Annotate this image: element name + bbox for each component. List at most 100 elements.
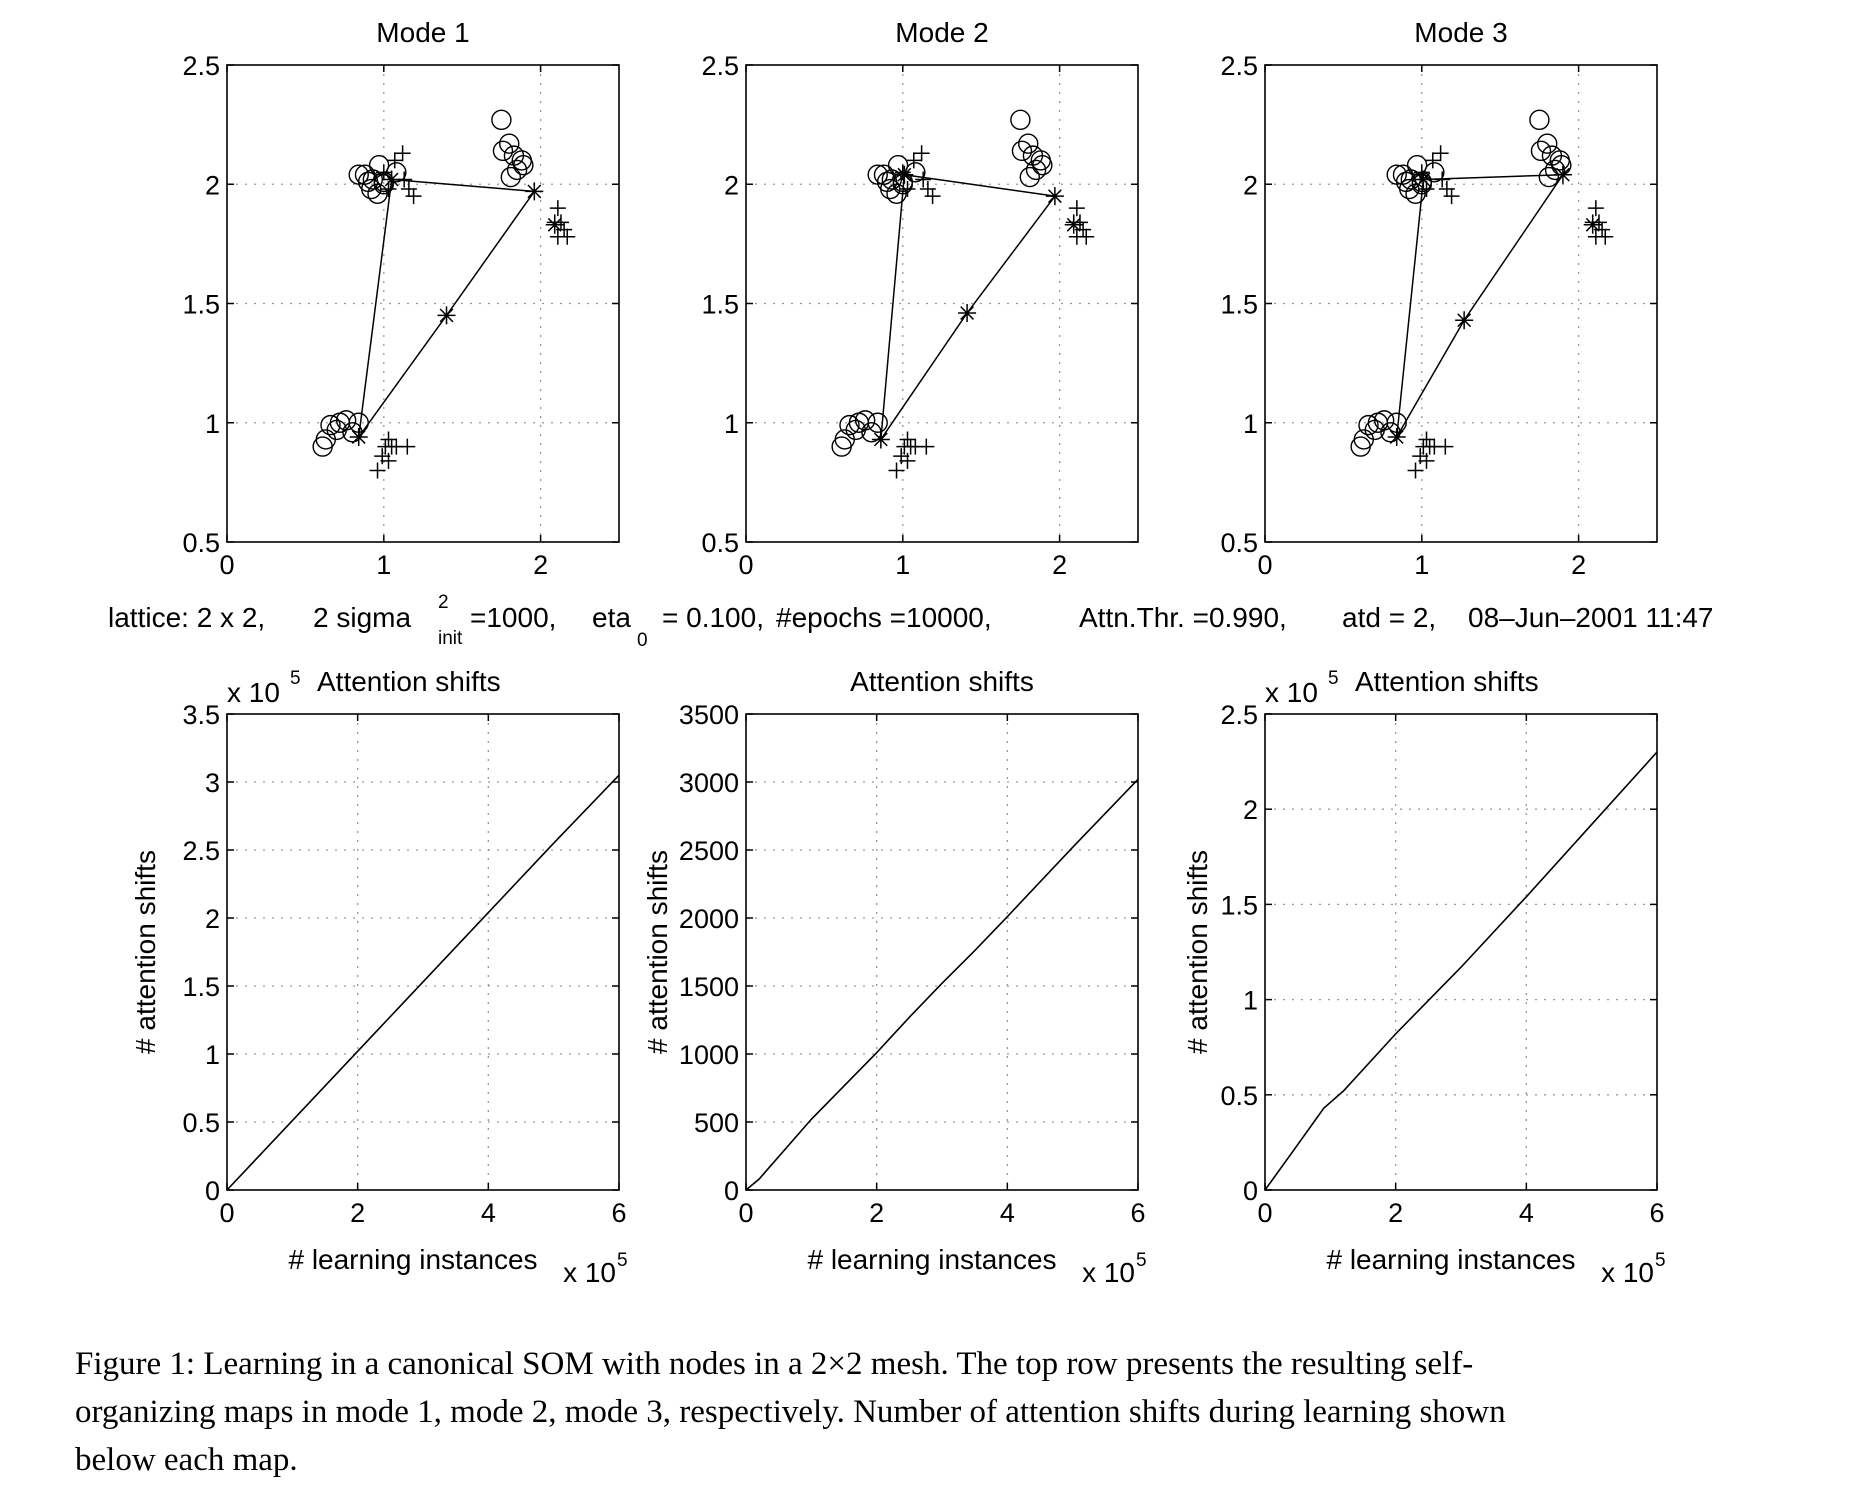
data-circle bbox=[1538, 166, 1560, 188]
data-plus bbox=[899, 181, 916, 198]
data-plus bbox=[380, 181, 397, 198]
chart-title: Mode 3 bbox=[1414, 17, 1507, 48]
y-tick-label: 2.5 bbox=[701, 51, 739, 81]
data-circle bbox=[1395, 171, 1417, 193]
x-tick-label: 2 bbox=[1052, 550, 1067, 580]
y-tick-label: 1 bbox=[205, 409, 220, 439]
x-tick-label: 2 bbox=[533, 550, 548, 580]
data-plus bbox=[552, 214, 569, 231]
chart-title: Mode 1 bbox=[376, 17, 469, 48]
data-plus bbox=[1068, 200, 1085, 217]
lattice-edge bbox=[358, 314, 448, 438]
y-tick-label: 3.5 bbox=[182, 700, 220, 730]
params-date: 08–Jun–2001 11:47 bbox=[1468, 602, 1714, 633]
y-tick-label: 0.5 bbox=[1220, 528, 1258, 558]
lattice-edge bbox=[1395, 179, 1425, 438]
x-tick-label: 0 bbox=[1257, 550, 1272, 580]
data-circle bbox=[1011, 140, 1033, 162]
data-plus bbox=[400, 181, 417, 198]
x-axis-label: # learning instances bbox=[807, 1244, 1056, 1275]
x-tick-label: 6 bbox=[611, 1198, 626, 1228]
data-plus bbox=[918, 438, 935, 455]
y-axis-label: # attention shifts bbox=[1182, 850, 1213, 1054]
caption-line-2: organizing maps in mode 1, mode 2, mode … bbox=[75, 1394, 1506, 1430]
data-plus bbox=[399, 438, 416, 455]
data-circle bbox=[506, 159, 528, 181]
y-tick-label: 1 bbox=[1243, 986, 1258, 1016]
data-plus bbox=[1418, 452, 1435, 469]
cluster-star bbox=[1583, 215, 1602, 234]
lattice-edge bbox=[357, 179, 393, 438]
y-tick-label: 2000 bbox=[679, 904, 739, 934]
data-circle bbox=[362, 169, 384, 190]
y-tick-label: 1 bbox=[724, 409, 739, 439]
lattice-edge bbox=[880, 174, 906, 440]
data-circle bbox=[1350, 436, 1371, 457]
data-plus bbox=[915, 171, 932, 188]
lattice-edge bbox=[904, 173, 1056, 197]
lattice-node-star bbox=[1387, 428, 1406, 447]
x-tick-label: 4 bbox=[1519, 1198, 1534, 1228]
y-tick-label: 2500 bbox=[679, 836, 739, 866]
params-epochs: #epochs =10000, bbox=[776, 602, 992, 633]
x-tick-label: 1 bbox=[1414, 550, 1429, 580]
y-tick-label: 2.5 bbox=[182, 51, 220, 81]
params-atd: atd = 2, bbox=[1342, 602, 1436, 633]
data-plus bbox=[1587, 228, 1604, 245]
y-tick-label: 2.5 bbox=[182, 836, 220, 866]
lattice-node-star bbox=[895, 165, 914, 184]
lattice-node-star bbox=[1455, 311, 1474, 330]
params-sigma-sub: init bbox=[438, 628, 463, 649]
y-tick-label: 0 bbox=[1243, 1176, 1258, 1206]
data-plus bbox=[386, 152, 403, 169]
data-plus bbox=[1587, 200, 1604, 217]
lattice-edge bbox=[1463, 174, 1564, 321]
params-sigma-value: =1000, bbox=[470, 602, 556, 633]
data-circle bbox=[1529, 109, 1550, 131]
x-tick-label: 2 bbox=[869, 1198, 884, 1228]
x-multiplier-exp: 5 bbox=[1655, 1250, 1666, 1271]
x-axis-label: # learning instances bbox=[288, 1244, 537, 1275]
lattice-node-star bbox=[1553, 165, 1572, 184]
y-tick-label: 1 bbox=[1243, 409, 1258, 439]
data-plus bbox=[549, 200, 566, 217]
x-tick-label: 6 bbox=[1649, 1198, 1664, 1228]
params-sigma: 2 sigma bbox=[313, 602, 411, 633]
data-circle bbox=[492, 140, 514, 162]
x-tick-label: 1 bbox=[376, 550, 391, 580]
data-plus bbox=[1437, 438, 1454, 455]
chart-title: Attention shifts bbox=[317, 666, 501, 697]
data-plus bbox=[549, 228, 566, 245]
x-tick-label: 0 bbox=[219, 550, 234, 580]
data-plus bbox=[1407, 462, 1424, 479]
x-tick-label: 2 bbox=[1571, 550, 1586, 580]
lattice-node-star bbox=[871, 430, 890, 449]
data-plus bbox=[888, 462, 905, 479]
chart-panel-5: 0 2 4 6 0 500 1000 1500 2000 2500 3000 3500 Attentio… bbox=[642, 666, 1147, 1288]
series-line bbox=[1264, 751, 1658, 1191]
data-circle bbox=[357, 171, 379, 193]
y-tick-label: 1 bbox=[205, 1040, 220, 1070]
x-multiplier: x 10 bbox=[1082, 1257, 1135, 1288]
x-multiplier: x 10 bbox=[563, 1257, 616, 1288]
y-tick-label: 0.5 bbox=[182, 1108, 220, 1138]
data-circle bbox=[1032, 154, 1053, 176]
plot-frame bbox=[1264, 713, 1658, 1191]
data-circle bbox=[513, 154, 534, 176]
lattice-edge bbox=[880, 312, 968, 440]
y-tick-label: 1.5 bbox=[1220, 890, 1258, 920]
data-plus bbox=[919, 181, 936, 198]
data-plus bbox=[1424, 152, 1441, 169]
params-line: lattice: 2 x 2, 2 sigma 2 init =1000, et… bbox=[108, 592, 1714, 651]
y-multiplier: x 10 bbox=[1265, 677, 1318, 708]
x-multiplier-exp: 5 bbox=[1136, 1250, 1147, 1271]
data-plus bbox=[913, 145, 930, 162]
lattice-node-star bbox=[1045, 187, 1064, 206]
y-tick-label: 1.5 bbox=[701, 290, 739, 320]
y-tick-label: 1000 bbox=[679, 1040, 739, 1070]
data-circle bbox=[1406, 154, 1428, 176]
chart-panel-2: 0 1 2 0.5 1 1.5 2 2.5 Mode 2 bbox=[701, 17, 1139, 580]
data-plus bbox=[369, 462, 386, 479]
y-tick-label: 3500 bbox=[679, 700, 739, 730]
